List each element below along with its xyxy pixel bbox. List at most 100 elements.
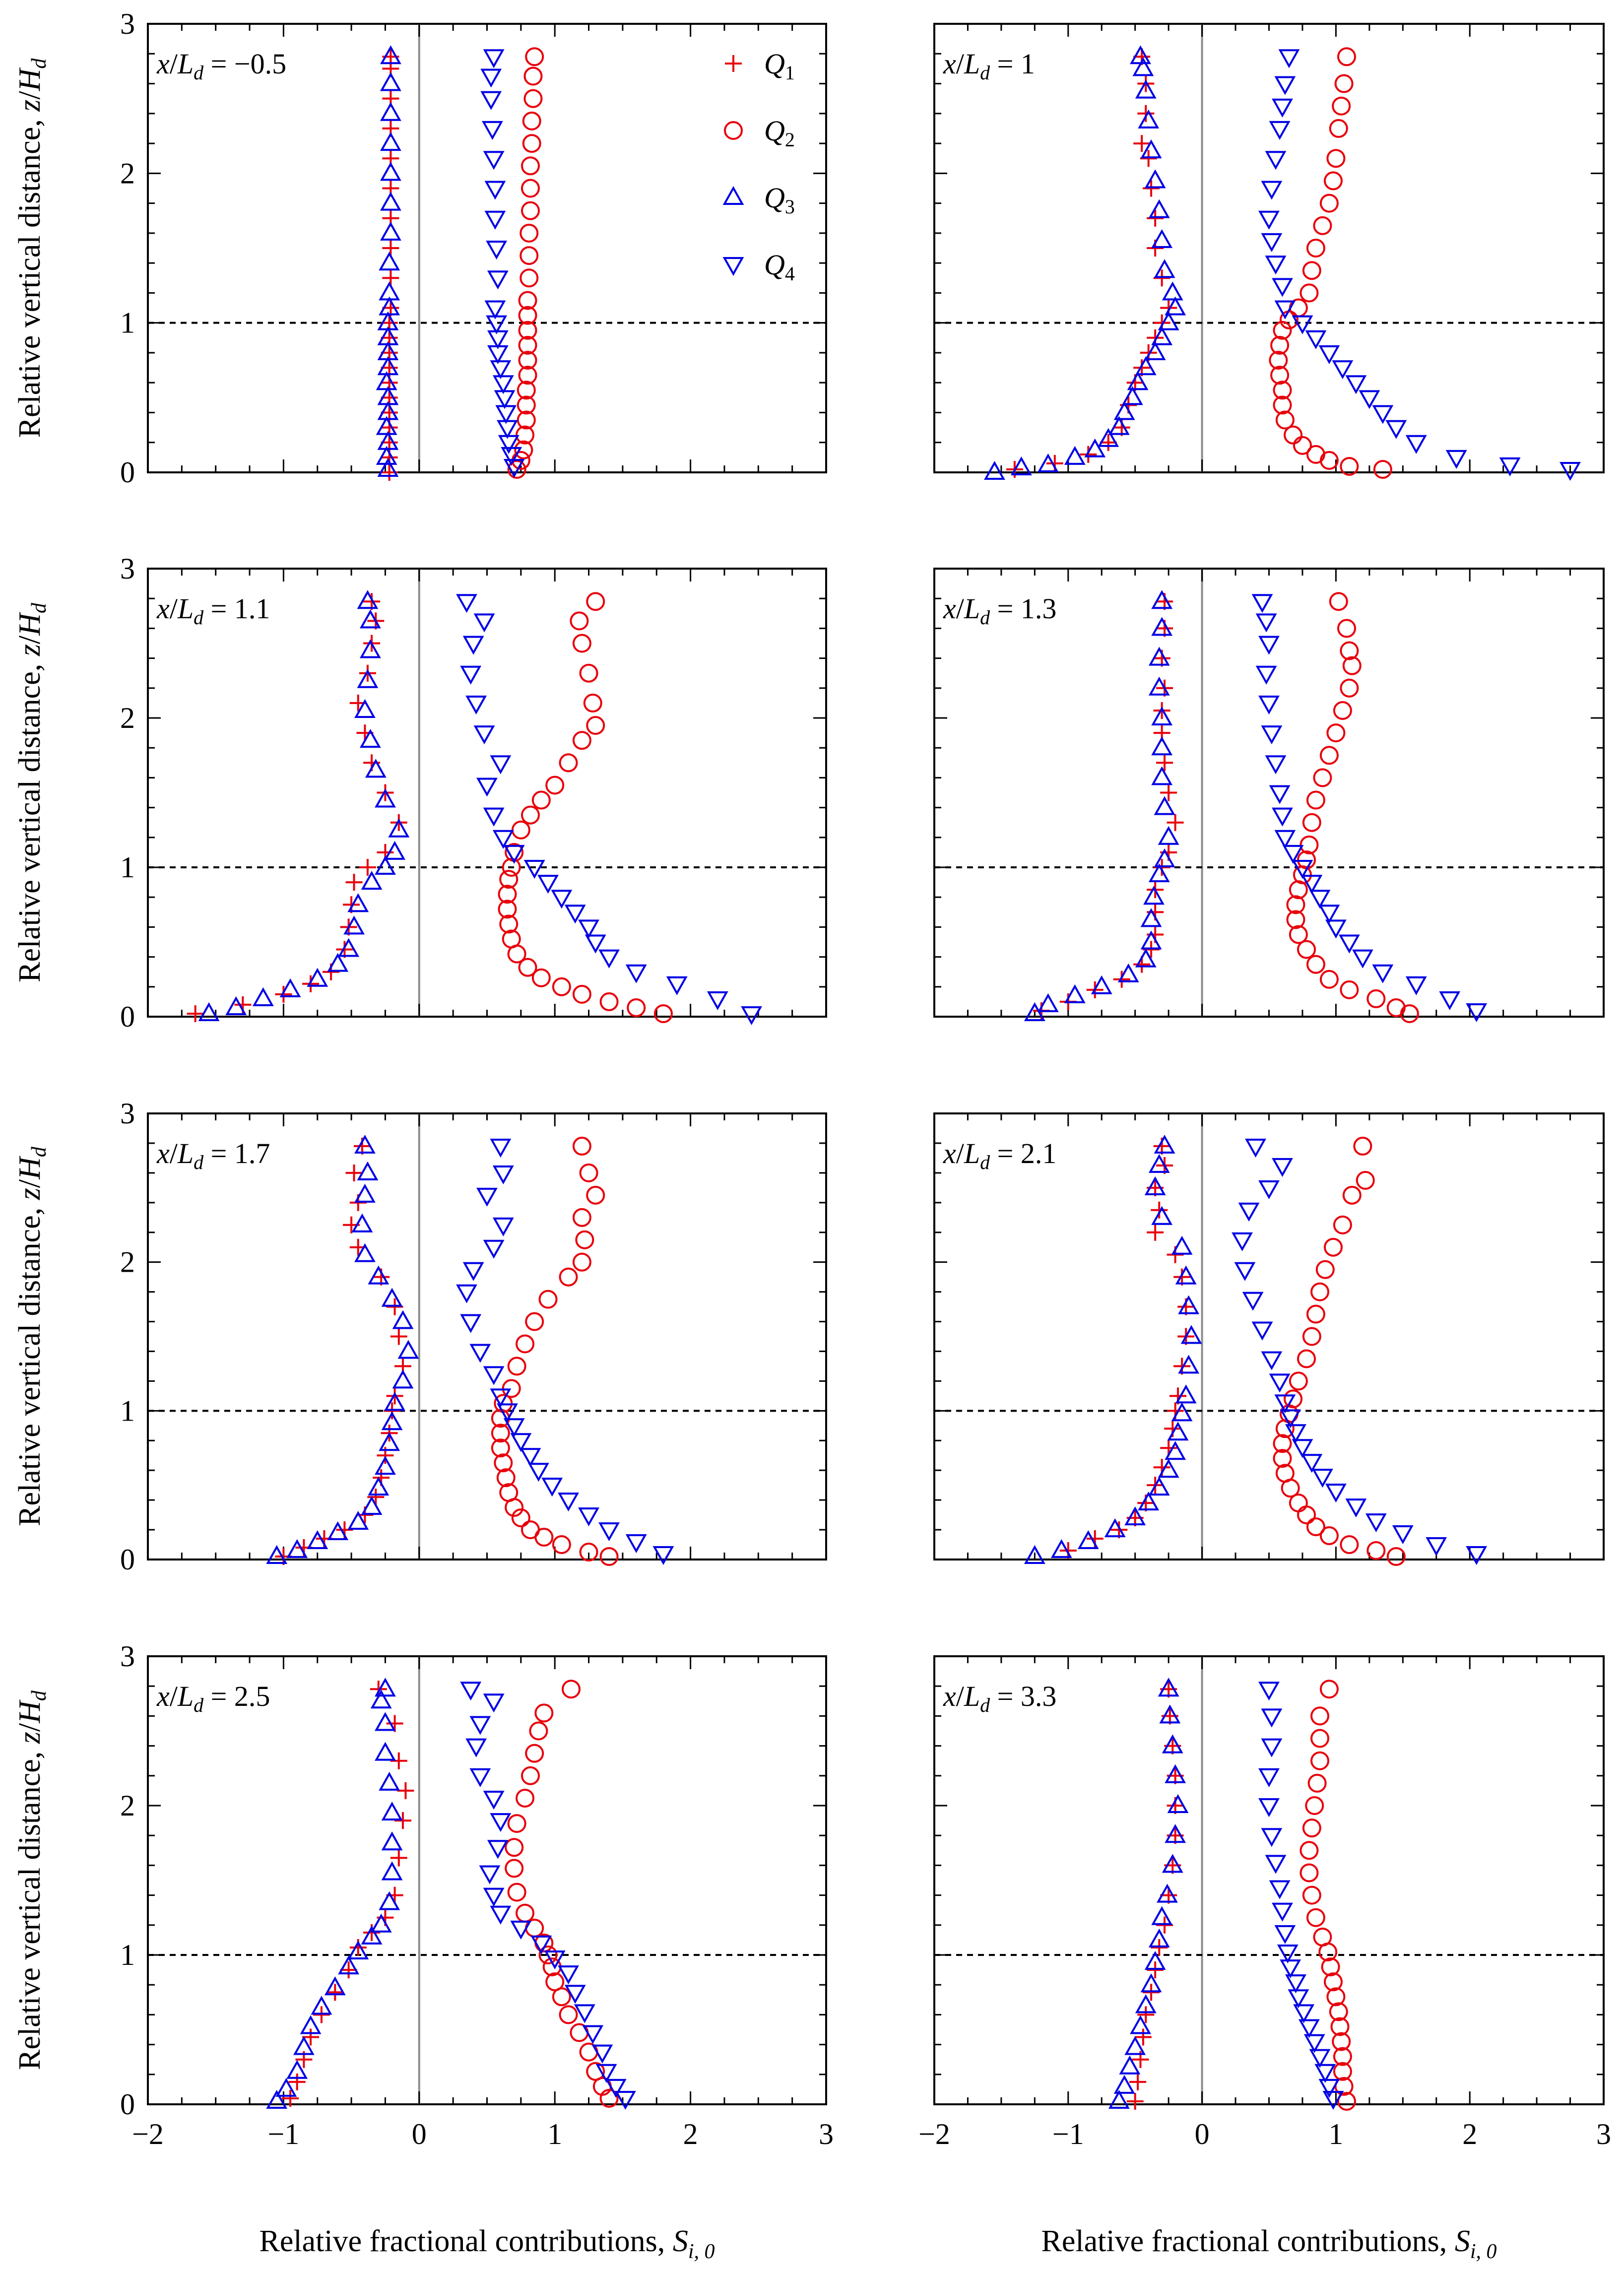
data-point-q2 (1310, 1751, 1330, 1770)
data-point-q3 (279, 978, 301, 997)
data-point-q4 (484, 181, 506, 200)
data-point-q4 (585, 934, 606, 954)
y-tick-label: 0 (120, 1543, 135, 1576)
x-axis-label: Relative fractional contributions, Si, 0 (260, 2224, 715, 2263)
data-point-q2 (1333, 701, 1352, 720)
data-point-q4 (1285, 1974, 1306, 1994)
series-q4 (1232, 1138, 1488, 1565)
data-point-q4 (574, 2004, 595, 2023)
data-point-q1 (1129, 2073, 1147, 2090)
data-point-q1 (282, 2089, 299, 2107)
data-point-q2 (514, 440, 533, 459)
data-point-q3 (347, 893, 369, 912)
data-point-q3 (377, 356, 399, 376)
data-point-q1 (1153, 269, 1170, 287)
data-point-q2 (505, 1859, 524, 1878)
data-point-q2 (559, 1267, 578, 1287)
legend-marker-q1 (725, 55, 742, 72)
data-point-q2 (1275, 1464, 1295, 1483)
x-tick-label: −1 (1052, 2118, 1084, 2150)
y-axis-label: Relative vertical distance, z/Hd (13, 1690, 51, 2070)
data-point-q4 (497, 420, 518, 439)
series-q2 (491, 1136, 619, 1566)
data-point-q3 (392, 1310, 414, 1329)
data-point-q4 (1274, 300, 1296, 320)
data-point-q4 (564, 905, 586, 924)
data-point-q3 (1024, 1002, 1045, 1021)
data-point-q3 (354, 1243, 376, 1262)
data-point-q1 (187, 1005, 204, 1022)
panel-label: x/Ld = 3.3 (943, 1680, 1056, 1716)
data-point-q2 (572, 634, 591, 653)
data-point-q4 (1258, 636, 1280, 655)
data-point-q2 (1273, 381, 1292, 400)
data-point-q3 (1064, 446, 1086, 465)
panel-label: x/Ld = 2.1 (943, 1137, 1056, 1173)
data-point-q2 (1270, 366, 1290, 385)
data-point-q4 (1301, 1454, 1323, 1473)
data-point-q2 (1306, 445, 1325, 464)
data-point-q2 (1302, 1327, 1321, 1346)
data-point-q1 (390, 1849, 407, 1867)
data-point-q4 (1292, 1439, 1313, 1458)
data-point-q4 (462, 1262, 484, 1281)
data-point-q1 (1167, 814, 1184, 831)
data-point-q4 (1265, 256, 1287, 275)
data-point-q4 (476, 778, 498, 797)
data-point-q2 (1306, 790, 1325, 810)
data-point-q3 (377, 386, 399, 405)
data-point-q3 (983, 460, 1005, 480)
data-point-q3 (379, 1432, 400, 1451)
data-point-q3 (357, 1161, 379, 1180)
data-point-q3 (1140, 930, 1162, 950)
x-tick-label: 0 (412, 2118, 427, 2150)
data-point-q2 (570, 611, 589, 631)
data-point-q2 (562, 1680, 581, 1699)
data-point-q2 (1284, 425, 1303, 445)
data-point-q4 (484, 210, 506, 230)
data-point-q3 (338, 1955, 360, 1975)
data-point-q2 (507, 1357, 526, 1376)
legend-label-q1: Q1 (764, 48, 795, 84)
data-point-q4 (1288, 1989, 1309, 2009)
data-point-q3 (1050, 1539, 1072, 1559)
data-point-q3 (1162, 1734, 1183, 1754)
data-point-q3 (1171, 1402, 1193, 1422)
data-point-q4 (469, 1768, 491, 1787)
data-point-q4 (1318, 345, 1340, 365)
data-point-q3 (377, 341, 399, 360)
data-point-q3 (1151, 706, 1173, 725)
data-point-q4 (465, 1738, 487, 1757)
data-point-q3 (1154, 259, 1175, 278)
data-point-q4 (1426, 1537, 1447, 1557)
data-point-q4 (558, 1965, 579, 1985)
data-point-q4 (652, 1546, 674, 1565)
data-point-q3 (1104, 1518, 1126, 1538)
data-point-q3 (1148, 676, 1170, 696)
data-point-q1 (382, 240, 399, 257)
data-point-q4 (1345, 1498, 1367, 1518)
data-point-q1 (1147, 1961, 1164, 1979)
data-point-q4 (469, 1716, 491, 1735)
data-point-q2 (1273, 1434, 1292, 1453)
legend-marker-q4 (722, 257, 744, 276)
data-point-q1 (390, 1328, 407, 1345)
data-point-q3 (380, 72, 401, 91)
series-q3 (266, 1134, 419, 1564)
data-point-q1 (1137, 2006, 1155, 2023)
data-point-q4 (1322, 2090, 1344, 2110)
data-point-q3 (225, 996, 247, 1015)
data-point-q3 (1140, 1973, 1162, 1993)
data-point-q2 (559, 2005, 578, 2024)
data-point-q2 (1289, 925, 1308, 944)
data-point-q4 (480, 91, 502, 110)
data-point-q2 (518, 351, 537, 370)
data-point-q3 (380, 131, 401, 151)
data-point-q4 (537, 875, 559, 894)
data-point-q4 (1312, 1469, 1333, 1488)
data-point-q4 (487, 270, 509, 290)
data-point-q3 (1077, 1530, 1099, 1550)
data-point-q1 (1156, 754, 1173, 772)
data-point-q2 (1302, 261, 1321, 280)
